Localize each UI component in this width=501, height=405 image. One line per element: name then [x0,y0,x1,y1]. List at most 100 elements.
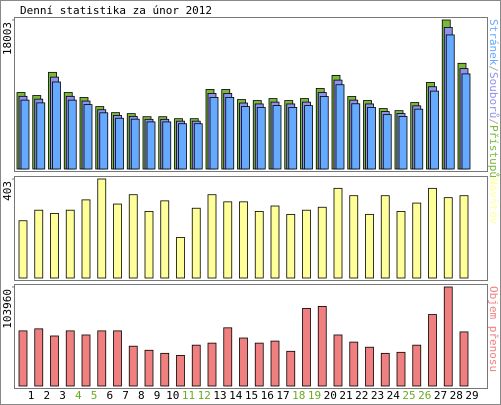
bar [239,337,248,387]
legend-entry: Přístupů [487,125,500,178]
bar [113,330,122,387]
x-tick-label: 9 [154,389,161,402]
bar [160,200,170,279]
bar [34,209,44,279]
bar [34,328,44,387]
bar [349,195,359,279]
legend: Stránek/Souborů/Přístupů [487,19,500,178]
x-tick-label: 6 [106,389,113,402]
bar [18,220,28,279]
bar [146,121,156,170]
bar [50,335,59,387]
bar [83,104,93,170]
x-tick-label: 18 [292,389,305,402]
bar [443,286,453,387]
bar [412,202,422,279]
x-tick-label: 20 [324,389,337,402]
bar [351,103,361,170]
bar [81,199,91,279]
bar [445,34,455,170]
bar [380,352,390,387]
bar [380,195,390,279]
y-tick-label: 18003 [1,22,14,55]
bar [144,349,154,387]
bar [333,334,343,387]
bar [128,345,138,387]
bar [225,97,235,170]
bar [286,213,296,279]
bar [20,99,30,170]
bar [317,305,327,387]
bar [207,194,217,279]
bar [461,73,471,170]
bar [254,342,264,387]
bar [160,352,170,387]
bar [176,354,185,387]
x-tick-label: 10 [166,389,179,402]
x-tick-label: 27 [434,389,447,402]
x-tick-label: 15 [245,389,258,402]
bar [254,211,264,279]
legend-entry: Stránek [487,19,500,66]
bar [270,205,280,279]
x-tick-label: 25 [402,389,415,402]
x-tick-label: 23 [371,389,384,402]
bar [272,105,282,170]
bar [191,344,201,387]
x-tick-label: 22 [355,389,368,402]
legend-separator: / [487,118,500,125]
bar [365,213,374,279]
bar [270,340,280,387]
bar [365,346,374,387]
bar [333,187,343,279]
x-tick-label: 13 [213,389,226,402]
bar [67,99,77,170]
bar [396,351,406,387]
bar [223,201,233,279]
bar [36,102,46,170]
bar [428,314,437,387]
bar [349,341,359,387]
y-tick-label: 103960 [1,289,14,329]
x-tick-label: 19 [308,389,321,402]
bar [414,108,424,170]
legend-separator: / [487,65,500,72]
bar [81,334,91,387]
x-tick-label: 12 [198,389,211,402]
bar [443,197,453,279]
bar [288,107,298,170]
bar [459,195,469,279]
panel [14,176,488,281]
bar [319,96,329,170]
bar [128,194,138,279]
x-tick-label: 17 [276,389,289,402]
legend-entry: Souborů [487,72,500,118]
legend: Návštěv [487,178,500,225]
bar [178,123,187,170]
x-tick-label: 7 [122,389,129,402]
x-tick-label: 4 [75,389,82,402]
bar [317,206,327,279]
bar [18,330,28,387]
x-tick-label: 5 [91,389,98,402]
bar [207,342,217,387]
bar [209,97,219,170]
x-tick-label: 26 [418,389,431,402]
bar [52,81,61,170]
x-tick-label: 11 [182,389,195,402]
bar [302,308,311,387]
bar [65,209,75,279]
x-tick-label: 29 [465,389,478,402]
bar [223,327,233,387]
bar [396,211,406,279]
bar [382,114,392,170]
bar [398,116,408,170]
panel [14,17,488,172]
bar [191,207,201,279]
bar [144,211,154,279]
bar [335,84,345,170]
x-tick-label: 21 [339,389,352,402]
bar [256,107,266,170]
panel [14,284,488,389]
